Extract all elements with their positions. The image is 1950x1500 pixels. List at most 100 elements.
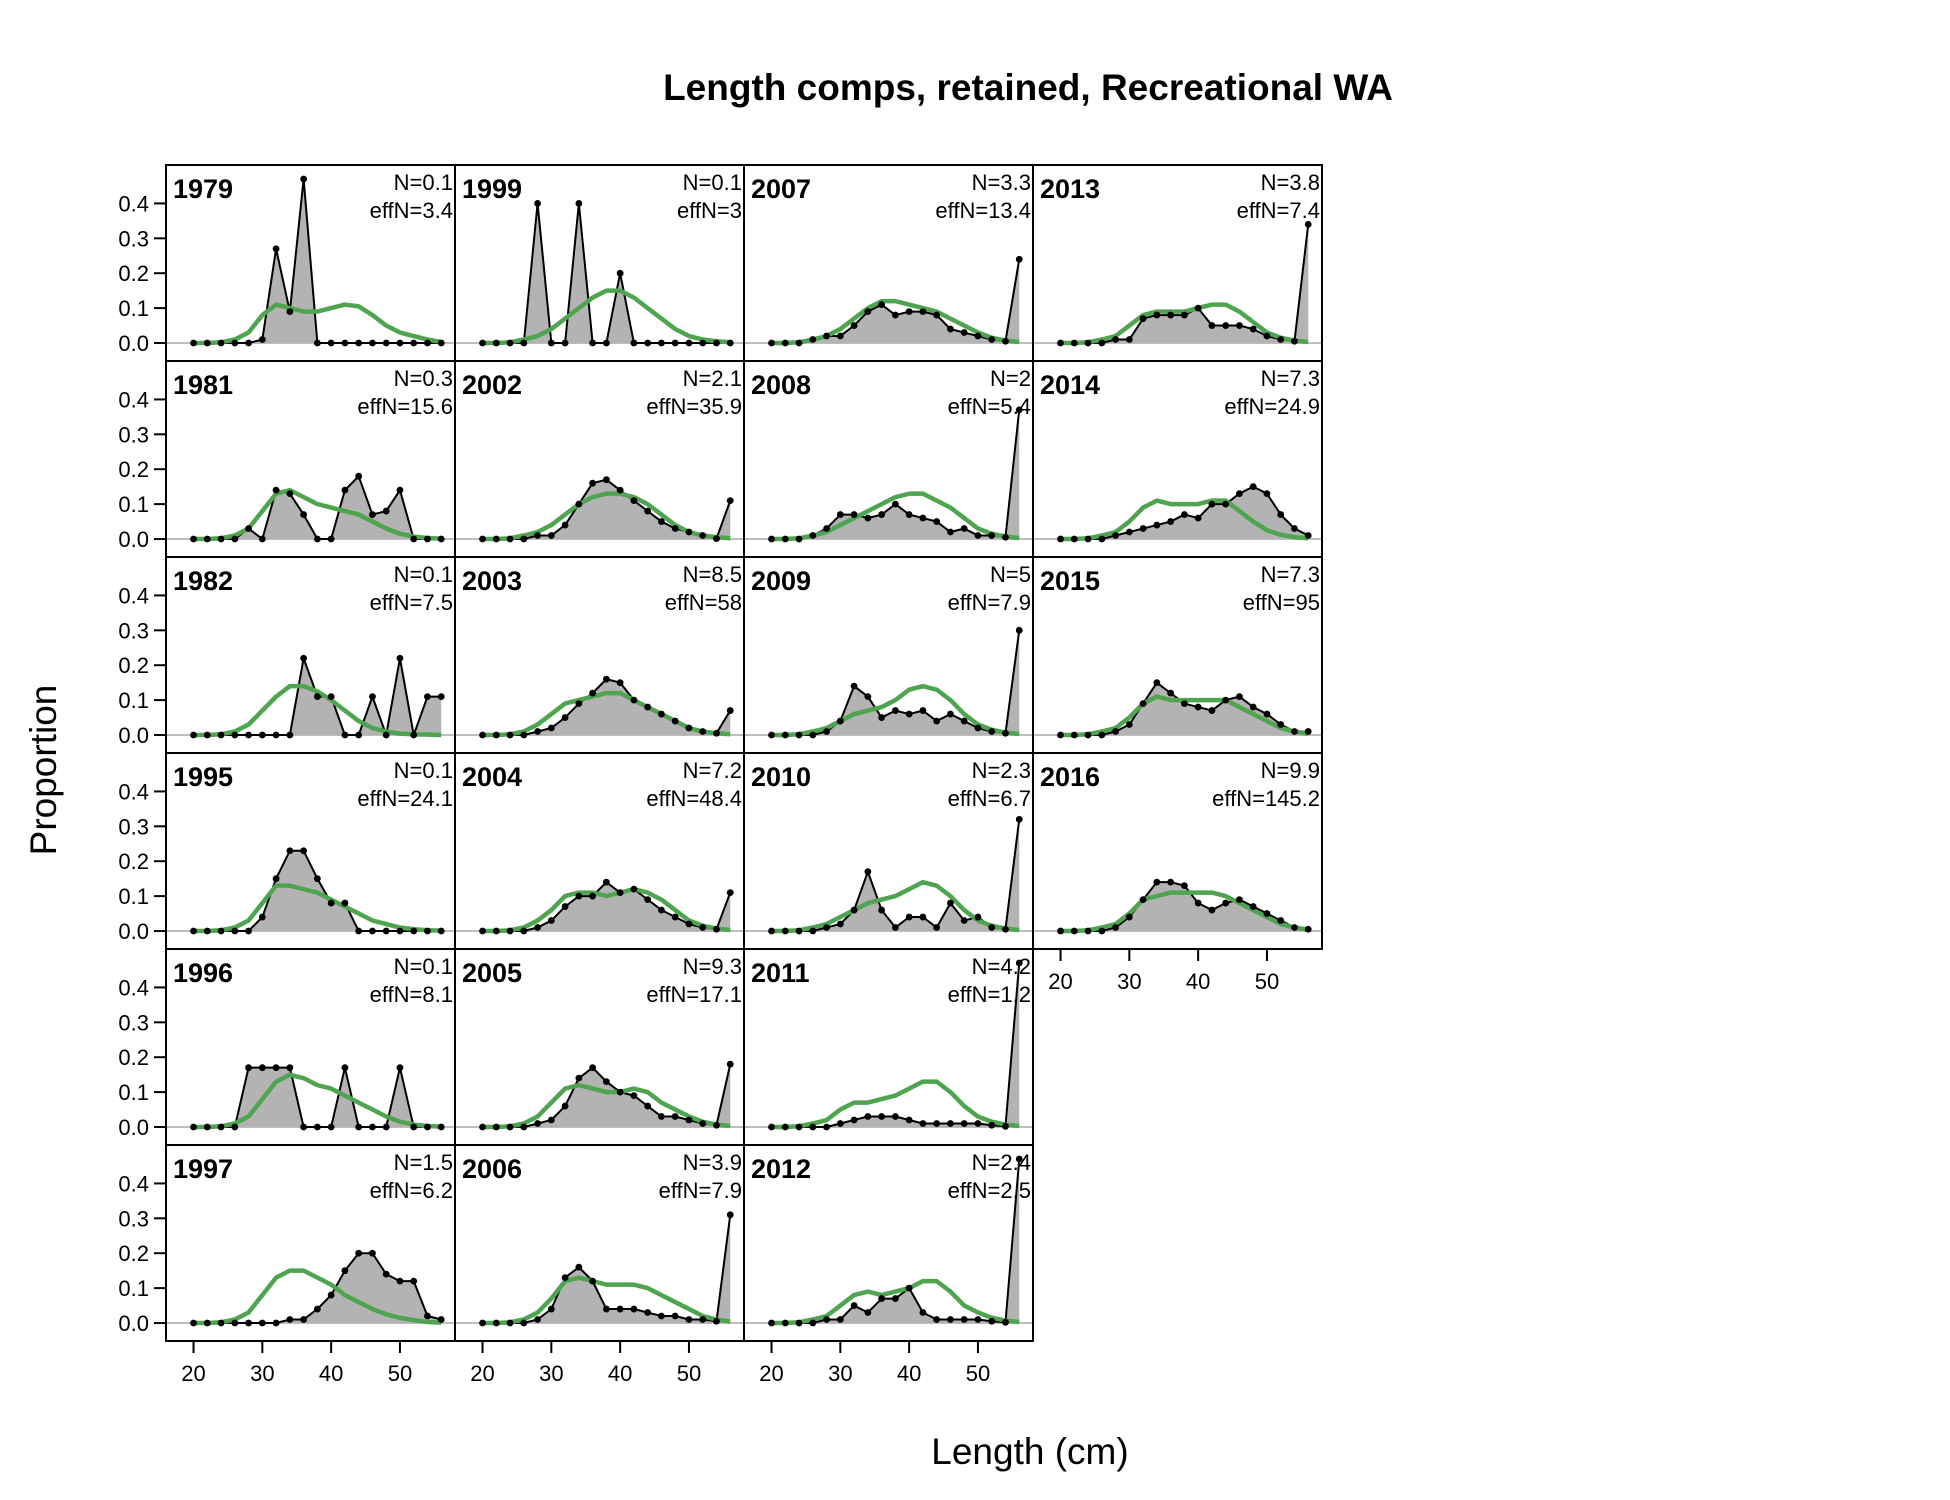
panel-n: N=0.1 xyxy=(394,954,453,979)
observed-point xyxy=(492,927,500,935)
observed-point xyxy=(1263,710,1271,718)
observed-point xyxy=(836,1316,844,1323)
observed-point xyxy=(864,868,872,876)
panel-year: 2004 xyxy=(462,762,522,792)
x-tick-label: 50 xyxy=(388,1361,412,1386)
observed-point xyxy=(974,724,982,732)
observed-point xyxy=(1194,899,1202,907)
panel-2015: 2015 N=7.3 effN=95 xyxy=(1032,556,1323,754)
observed-point xyxy=(575,200,583,207)
observed-point xyxy=(1153,521,1161,529)
observed-point xyxy=(369,1123,376,1131)
observed-point xyxy=(878,301,886,309)
observed-point xyxy=(823,332,830,340)
y-tick-label: 0.0 xyxy=(118,723,149,748)
observed-point xyxy=(300,1316,308,1323)
observed-point xyxy=(506,1123,514,1131)
observed-point xyxy=(947,710,954,718)
x-tick-label: 50 xyxy=(677,1361,701,1386)
y-tick-label: 0.3 xyxy=(118,422,149,447)
panel-1982: 1982 N=0.1 effN=7.5 0.0 0.1 0.2 0.3 0.4 xyxy=(118,556,456,754)
observed-point xyxy=(850,682,858,690)
observed-point xyxy=(313,875,321,883)
observed-point xyxy=(190,535,197,543)
y-tick-label: 0.4 xyxy=(118,583,149,608)
observed-point xyxy=(424,535,431,543)
observed-point xyxy=(1180,700,1188,707)
panel-2004: 2004 N=7.2 effN=48.4 xyxy=(454,752,745,950)
observed-point xyxy=(1084,731,1092,739)
observed-point xyxy=(258,1064,266,1072)
observed-point xyxy=(602,1078,610,1086)
observed-point xyxy=(231,1123,239,1131)
observed-point xyxy=(905,1116,913,1124)
observed-point xyxy=(602,675,610,683)
observed-point xyxy=(1084,927,1092,935)
observed-point xyxy=(1304,532,1312,539)
observed-point xyxy=(506,1319,514,1327)
observed-point xyxy=(919,913,927,921)
x-tick-label: 50 xyxy=(1255,969,1279,994)
observed-point xyxy=(520,535,528,543)
observed-point xyxy=(410,339,418,347)
panel-2010: 2010 N=2.3 effN=6.7 xyxy=(743,752,1034,950)
observed-point xyxy=(905,913,913,921)
observed-point xyxy=(1098,339,1106,347)
y-tick-label: 0.1 xyxy=(118,884,149,909)
panel-n: N=3.9 xyxy=(683,1150,742,1175)
observed-point xyxy=(327,1123,335,1131)
panel-frame xyxy=(743,1144,1034,1342)
observed-point xyxy=(726,707,734,714)
observed-point xyxy=(644,507,652,515)
observed-point xyxy=(190,339,197,347)
observed-point xyxy=(988,924,996,931)
observed-area xyxy=(771,259,1020,343)
observed-point xyxy=(1222,500,1230,508)
observed-point xyxy=(561,903,569,910)
observed-point xyxy=(300,511,308,518)
observed-point xyxy=(836,717,844,725)
expected-line xyxy=(771,683,1020,738)
observed-point xyxy=(878,906,886,914)
observed-point xyxy=(437,535,445,543)
observed-point xyxy=(1222,322,1230,329)
panel-effn: effN=95 xyxy=(1243,590,1320,615)
observed-point xyxy=(864,1113,872,1120)
y-tick-label: 0.2 xyxy=(118,1045,149,1070)
panel-year: 2009 xyxy=(751,566,811,596)
observed-point xyxy=(575,1074,583,1082)
observed-point xyxy=(988,1121,996,1129)
observed-point xyxy=(1291,337,1298,345)
x-tick-label: 30 xyxy=(539,1361,563,1386)
observed-point xyxy=(382,927,390,935)
observed-point xyxy=(492,1123,500,1131)
observed-point xyxy=(726,497,734,505)
observed-point xyxy=(1208,906,1216,914)
observed-point xyxy=(685,724,693,732)
x-tick-label: 20 xyxy=(1048,969,1072,994)
observed-point xyxy=(520,731,528,739)
panel-year: 2015 xyxy=(1040,566,1100,596)
observed-area xyxy=(771,630,1020,735)
observed-point xyxy=(231,535,239,543)
observed-point xyxy=(575,892,583,900)
observed-point xyxy=(1167,311,1175,319)
y-tick-label: 0.0 xyxy=(118,919,149,944)
panel-year: 2008 xyxy=(751,370,811,400)
observed-point xyxy=(658,1113,665,1120)
observed-point xyxy=(506,339,514,347)
observed-point xyxy=(644,1102,652,1110)
observed-point xyxy=(795,339,803,347)
observed-point xyxy=(713,1121,720,1129)
observed-point xyxy=(644,896,652,903)
y-tick-label: 0.3 xyxy=(118,618,149,643)
observed-point xyxy=(396,654,404,662)
observed-point xyxy=(1167,689,1175,697)
observed-point xyxy=(809,336,817,343)
observed-point xyxy=(1167,518,1175,525)
panel-year: 1995 xyxy=(173,762,233,792)
observed-point xyxy=(1249,703,1257,711)
observed-point xyxy=(589,1277,597,1285)
panel-year: 1981 xyxy=(173,370,233,400)
observed-point xyxy=(891,924,899,931)
